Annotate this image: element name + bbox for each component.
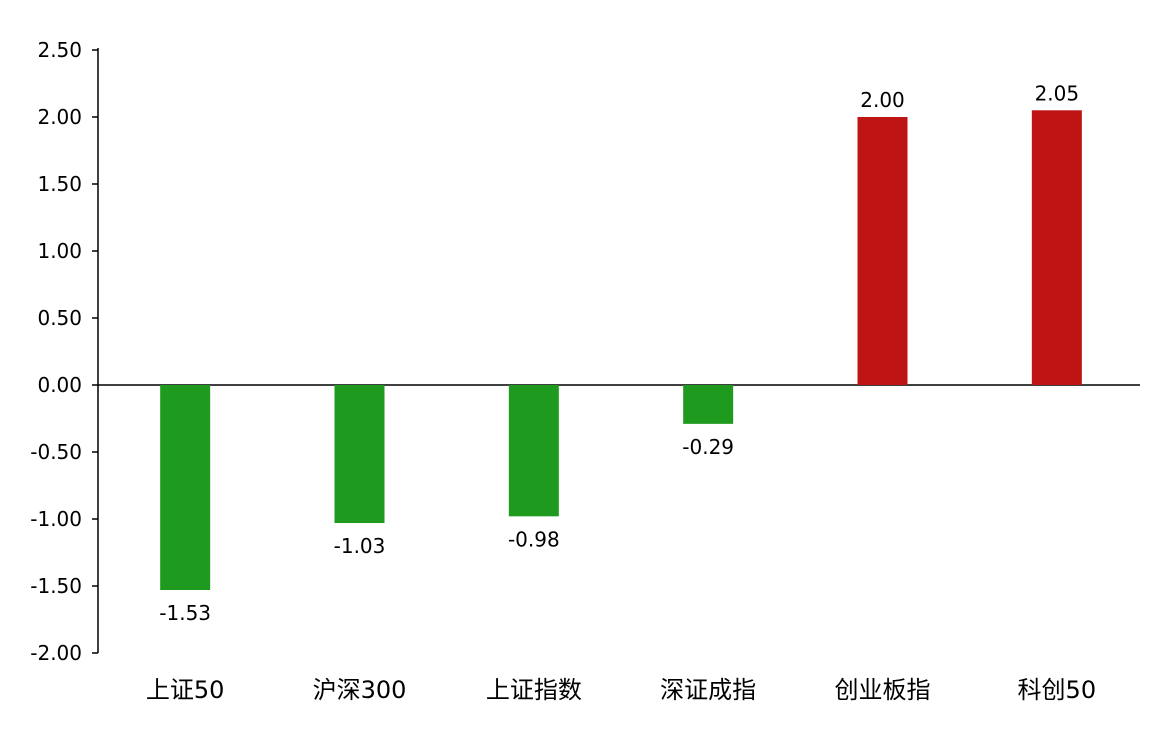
y-tick-label: -1.00 bbox=[30, 507, 82, 531]
bar bbox=[334, 385, 385, 524]
data-label: -0.98 bbox=[508, 527, 560, 551]
data-label: -1.53 bbox=[159, 601, 211, 625]
y-tick-label: 2.50 bbox=[37, 38, 82, 62]
bar bbox=[160, 385, 211, 591]
category-label: 深证成指 bbox=[660, 676, 756, 704]
data-label: 2.05 bbox=[1035, 81, 1080, 105]
category-labels: 上证50 沪深300 上证指数 深证成指 创业板指 科创50 bbox=[146, 676, 1096, 704]
bar bbox=[857, 117, 908, 385]
y-tick-label: 0.00 bbox=[37, 373, 82, 397]
y-tick-label: 1.50 bbox=[37, 172, 82, 196]
y-tick-label: 0.50 bbox=[37, 306, 82, 330]
category-label: 科创50 bbox=[1018, 676, 1097, 704]
data-label: 2.00 bbox=[860, 88, 905, 112]
y-tick-label: -1.50 bbox=[30, 574, 82, 598]
bars bbox=[160, 110, 1082, 591]
bar bbox=[508, 385, 559, 517]
category-label: 上证指数 bbox=[486, 676, 582, 704]
category-label: 创业板指 bbox=[835, 676, 931, 704]
y-tick-label: -2.00 bbox=[30, 641, 82, 665]
y-tick-label: -0.50 bbox=[30, 440, 82, 464]
category-label: 上证50 bbox=[146, 676, 225, 704]
category-label: 沪深300 bbox=[313, 676, 407, 704]
y-tick-label: 1.00 bbox=[37, 239, 82, 263]
y-tick-label: 2.00 bbox=[37, 105, 82, 129]
data-labels: -1.53 -1.03 -0.98 -0.29 2.00 2.05 bbox=[159, 81, 1079, 625]
data-label: -1.03 bbox=[334, 534, 386, 558]
y-axis: -2.00 -1.50 -1.00 -0.50 0.00 0.50 1.00 1.50 2.00… bbox=[30, 38, 1140, 665]
bar bbox=[1031, 110, 1082, 386]
bar bbox=[683, 385, 734, 424]
data-label: -0.29 bbox=[682, 435, 734, 459]
